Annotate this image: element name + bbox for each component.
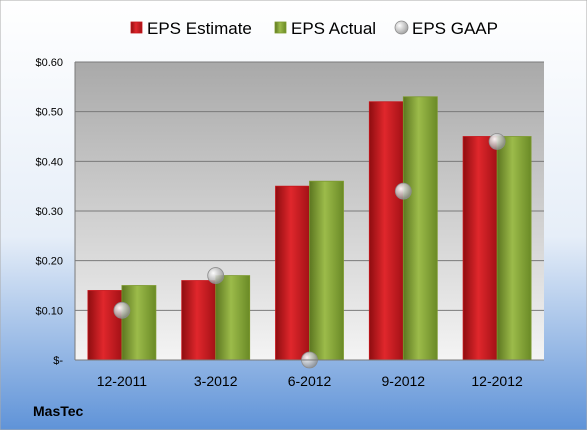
x-tick-label: 12-2011 [97, 373, 148, 389]
actual-bar [309, 180, 344, 361]
estimate-bar [87, 290, 123, 361]
legend-label: EPS Estimate [147, 19, 252, 38]
gaap-point [113, 301, 131, 319]
gaap-point [394, 182, 412, 200]
actual-bar [402, 96, 438, 361]
x-tick-label: 9-2012 [382, 373, 426, 389]
legend-swatch [130, 21, 143, 34]
y-tick-label: $0.10 [35, 305, 63, 317]
y-tick-label: $- [53, 355, 63, 367]
y-axis: $- $0.10 $0.20 $0.30 $0.40 $0.50 $0.60 [35, 57, 76, 367]
x-axis: 12-2011 3-2012 6-2012 9-2012 12-2012 [75, 359, 544, 389]
y-tick-label: $0.60 [35, 57, 63, 69]
gaap-points [113, 133, 506, 369]
y-tick-label: $0.50 [35, 107, 63, 119]
estimate-bar [181, 280, 217, 361]
x-tick-label: 12-2012 [471, 373, 523, 389]
actual-bar [215, 275, 251, 361]
legend: EPS Estimate EPS Actual EPS GAAP [130, 19, 498, 38]
bars [87, 96, 532, 361]
estimate-bar [462, 136, 498, 361]
y-tick-label: $0.20 [35, 256, 63, 268]
estimate-bar [368, 101, 404, 361]
y-tick-label: $0.30 [35, 206, 63, 218]
x-tick-label: 3-2012 [194, 373, 238, 389]
legend-label: EPS GAAP [412, 19, 498, 38]
actual-bar [496, 136, 532, 361]
estimate-bar [275, 185, 310, 361]
legend-label: EPS Actual [291, 19, 376, 38]
legend-swatch [394, 20, 409, 35]
x-tick-label: 6-2012 [288, 373, 332, 389]
gaap-point [207, 267, 225, 284]
company-label: MasTec [33, 403, 84, 419]
gaap-point [488, 133, 506, 150]
actual-bar [121, 285, 157, 361]
y-tick-label: $0.40 [35, 156, 63, 168]
legend-swatch [274, 21, 287, 34]
